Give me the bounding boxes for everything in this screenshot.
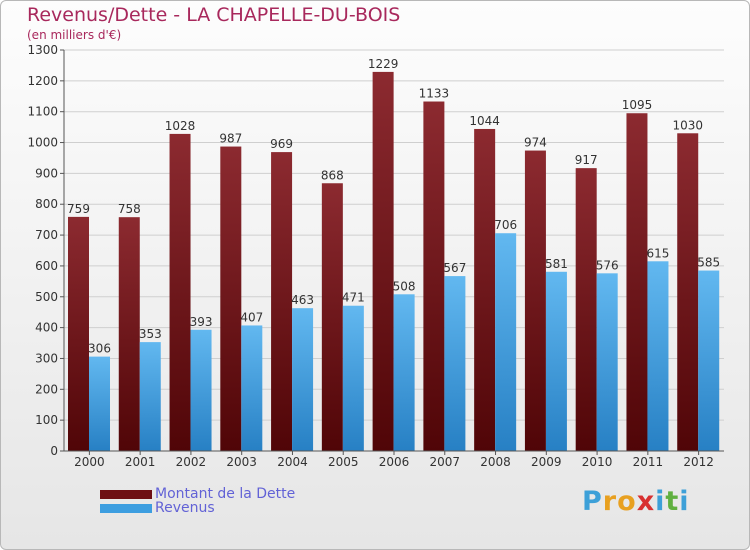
chart-subtitle: (en milliers d'€) [27, 28, 122, 42]
logo-letter: x [636, 486, 656, 517]
y-tick-label: 100 [35, 413, 58, 427]
legend-label-revenus: Revenus [155, 500, 215, 516]
data-label-revenus: 615 [647, 246, 670, 260]
bar-revenus [698, 270, 720, 451]
bar-revenus [545, 271, 567, 451]
data-label-dette: 1133 [419, 87, 450, 101]
legend-swatch-revenus [100, 503, 152, 513]
y-tick-label: 700 [35, 228, 58, 242]
legend-label-debt: Montant de la Dette [155, 486, 296, 502]
data-label-revenus: 508 [393, 279, 416, 293]
data-labels: 759 306 758 353 1028 393 987 407 969 463 868 471 122… [67, 57, 720, 356]
x-tick-label: 2009 [531, 455, 562, 469]
data-label-dette: 758 [118, 202, 141, 216]
x-tick-label: 2010 [582, 455, 613, 469]
legend-swatch-debt [100, 489, 152, 499]
x-tick-label: 2008 [480, 455, 511, 469]
logo-letter: t [665, 486, 680, 517]
bar-dette [524, 150, 546, 451]
logo-letter: i [679, 486, 690, 517]
data-label-dette: 987 [219, 132, 242, 146]
data-label-revenus: 353 [139, 327, 162, 341]
bar-revenus [444, 276, 466, 451]
y-tick-label: 1100 [27, 105, 58, 119]
logo-letter: i [655, 486, 666, 517]
x-tick-label: 2005 [328, 455, 359, 469]
x-tick-label: 2007 [429, 455, 460, 469]
x-tick-label: 2003 [226, 455, 257, 469]
data-label-dette: 1028 [165, 119, 196, 133]
bar-dette [423, 101, 445, 452]
bar-revenus [342, 305, 364, 451]
data-label-dette: 759 [67, 202, 90, 216]
bar-revenus [393, 294, 415, 451]
y-tick-label: 800 [35, 197, 58, 211]
y-tick-label: 400 [35, 321, 58, 335]
data-label-dette: 1095 [622, 98, 653, 112]
logo-letter: o [617, 486, 637, 517]
legend-item-revenus: Revenus [100, 500, 215, 516]
y-tick-label: 900 [35, 166, 58, 180]
bar-revenus [241, 325, 263, 451]
data-label-dette: 1229 [368, 57, 399, 71]
data-label-revenus: 576 [596, 258, 619, 272]
bar-revenus [495, 233, 517, 451]
bar-revenus [596, 273, 618, 451]
bar-revenus [190, 329, 212, 451]
y-tick-label: 600 [35, 259, 58, 273]
bar-dette [677, 133, 699, 452]
y-tick-label: 1300 [27, 43, 58, 57]
bar-dette [220, 146, 242, 451]
data-label-dette: 917 [575, 153, 598, 167]
bar-revenus [292, 308, 314, 451]
x-tick-label: 2004 [277, 455, 308, 469]
data-label-dette: 1044 [469, 114, 500, 128]
logo-letter: P [582, 486, 603, 517]
data-label-revenus: 306 [88, 342, 111, 356]
bar-dette [626, 113, 648, 451]
x-tick-label: 2006 [379, 455, 410, 469]
x-tick-label: 2000 [74, 455, 105, 469]
bars [68, 71, 720, 452]
data-label-revenus: 567 [443, 261, 466, 275]
data-label-dette: 969 [270, 137, 293, 151]
data-label-dette: 868 [321, 168, 344, 182]
bar-dette [321, 183, 343, 452]
data-label-dette: 1030 [672, 118, 703, 132]
bar-dette [271, 152, 293, 451]
logo-letter: r [602, 486, 618, 517]
axes: 0 100 200 300 400 500 600 700 800 900 1000 1100 1200… [27, 43, 724, 469]
data-label-revenus: 581 [545, 257, 568, 271]
bar-dette [118, 217, 140, 451]
bar-dette [575, 168, 597, 452]
y-tick-label: 300 [35, 351, 58, 365]
x-tick-label: 2012 [683, 455, 714, 469]
x-tick-label: 2002 [176, 455, 207, 469]
data-label-dette: 974 [524, 136, 547, 150]
proxiti-logo: Proxiti [582, 486, 690, 517]
bar-dette [68, 216, 89, 451]
chart-title: Revenus/Dette - LA CHAPELLE-DU-BOIS [27, 4, 401, 26]
data-label-revenus: 407 [240, 310, 263, 324]
data-label-revenus: 471 [342, 291, 365, 305]
data-label-revenus: 706 [494, 218, 517, 232]
y-tick-label: 500 [35, 290, 58, 304]
y-tick-label: 1200 [27, 74, 58, 88]
data-label-revenus: 393 [190, 315, 213, 329]
y-tick-label: 1000 [27, 136, 58, 150]
data-label-revenus: 463 [291, 293, 314, 307]
legend-item-debt: Montant de la Dette [100, 486, 295, 502]
bar-revenus [89, 356, 110, 451]
data-label-revenus: 585 [697, 256, 720, 270]
y-tick-label: 200 [35, 382, 58, 396]
bar-revenus [139, 342, 161, 451]
bar-dette [372, 71, 394, 452]
x-tick-label: 2001 [125, 455, 156, 469]
x-tick-label: 2011 [633, 455, 664, 469]
bar-dette [474, 128, 496, 451]
bar-dette [169, 133, 191, 451]
y-tick-label: 0 [50, 444, 58, 458]
bar-revenus [647, 261, 669, 451]
